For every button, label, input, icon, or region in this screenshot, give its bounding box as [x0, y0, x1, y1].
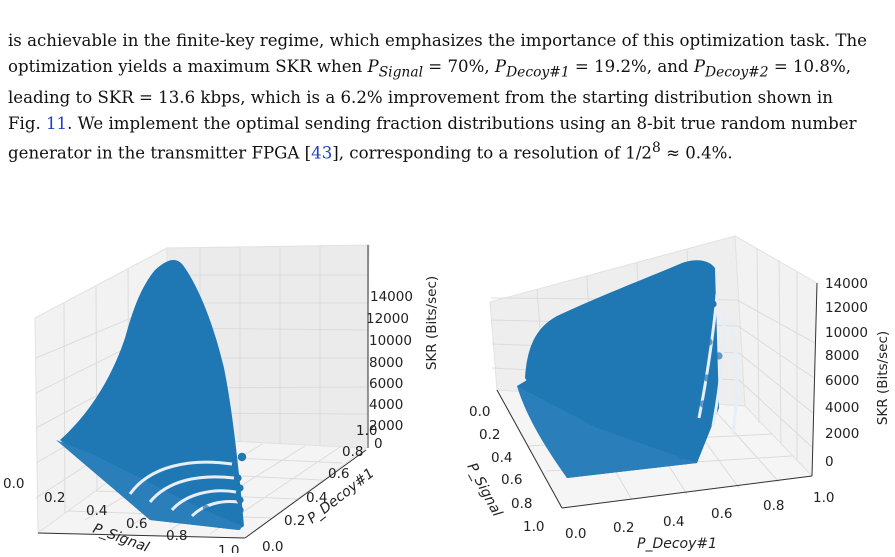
y-tick: 1.0 — [356, 423, 377, 439]
z-tick: 6000 — [825, 373, 859, 389]
text-run: = 70%, — [423, 56, 495, 76]
y-tick-labels-left: 0.0 0.2 0.4 0.6 0.8 1.0 — [262, 423, 377, 555]
x-tick: 0.0 — [3, 476, 24, 492]
z-axis-label: SKR (Bits/sec) — [875, 331, 891, 425]
y-tick: 0.8 — [763, 498, 784, 514]
z-tick: 6000 — [369, 376, 403, 392]
paragraph-line-3: leading to SKR = 13.6 kbps, which is a 6… — [8, 88, 833, 108]
x-tick: 0.8 — [511, 496, 532, 512]
z-tick: 4000 — [369, 397, 403, 413]
text-run: optimization yields a maximum SKR when — [8, 56, 368, 76]
z-tick: 2000 — [825, 426, 859, 442]
scatter3d-right-svg: 0 2000 4000 6000 8000 10000 12000 14000 … — [463, 235, 891, 552]
z-axis-line — [811, 282, 818, 477]
paragraph-line-1: is achievable in the finite-key regime, … — [8, 31, 867, 50]
scatter-points-left — [202, 452, 247, 514]
text-run: ≈ 0.4%. — [660, 143, 733, 163]
scatter-points-right — [677, 284, 723, 460]
z-tick: 8000 — [825, 348, 859, 364]
scatter-bands-left — [128, 460, 239, 518]
z-tick: 0 — [374, 436, 383, 452]
figure-link[interactable]: 11 — [46, 113, 68, 133]
x-tick: 0.4 — [491, 450, 512, 466]
y-tick: 0.4 — [306, 490, 327, 506]
paragraph-line-4: Fig. 11. We implement the optimal sendin… — [8, 111, 888, 137]
y-tick: 0.2 — [613, 520, 634, 536]
z-axis-label: SKR (Bits/sec) — [424, 276, 440, 370]
y-tick: 0.8 — [342, 444, 363, 460]
z-tick: 10000 — [825, 325, 868, 341]
math-sub: Signal — [378, 63, 424, 80]
y-tick: 0.2 — [284, 513, 305, 529]
text-run: ], corresponding to a resolution of 1/2 — [332, 143, 652, 163]
x-axis-label: P_Signal — [463, 460, 505, 519]
text-run: = 10.8%, — [768, 56, 851, 76]
z-tick: 14000 — [370, 289, 413, 305]
y-tick: 0.6 — [328, 466, 349, 482]
y-tick: 0.4 — [663, 514, 684, 530]
scatter3d-right: 0 2000 4000 6000 8000 10000 12000 14000 … — [447, 208, 895, 553]
y-axis-label: P_Decoy#1 — [637, 536, 717, 552]
text-run: generator in the transmitter FPGA [ — [8, 143, 312, 163]
y-tick-labels-right: 0.0 0.2 0.4 0.6 0.8 1.0 — [565, 490, 834, 542]
z-tick-labels-right: 0 2000 4000 6000 8000 10000 12000 14000 — [825, 276, 868, 470]
z-tick: 12000 — [366, 311, 409, 327]
z-tick: 12000 — [825, 300, 868, 316]
scatter3d-left: 0 2000 4000 6000 8000 10000 12000 14000 … — [0, 208, 452, 557]
math-sub: Decoy#1 — [506, 63, 570, 80]
text-run: = 19.2%, and — [569, 56, 694, 76]
z-tick: 14000 — [825, 276, 868, 292]
math-sup: 8 — [651, 140, 661, 157]
y-axis-line — [244, 449, 367, 539]
paragraph-line-2: optimization yields a maximum SKR when P… — [8, 54, 888, 86]
math-p: P — [693, 56, 705, 76]
x-tick: 1.0 — [218, 543, 239, 553]
y-tick: 0.6 — [711, 506, 732, 522]
z-tick: 2000 — [369, 418, 403, 434]
x-tick-labels-left: 0.0 0.2 0.4 0.6 0.8 1.0 — [3, 476, 239, 557]
y-tick: 0.0 — [262, 539, 283, 553]
text-run: . We implement the optimal sending fract… — [67, 113, 857, 133]
scatter-cloud-left — [56, 259, 247, 530]
x-tick: 0.6 — [501, 472, 522, 488]
citation-link[interactable]: 43 — [311, 143, 333, 163]
x-tick: 1.0 — [523, 519, 544, 535]
x-tick: 0.4 — [86, 503, 107, 519]
scatter3d-left-svg: 0 2000 4000 6000 8000 10000 12000 14000 … — [3, 244, 440, 557]
x-axis-line — [496, 389, 563, 509]
x-tick: 0.0 — [469, 404, 490, 420]
x-axis-line — [37, 532, 246, 539]
z-tick: 4000 — [825, 400, 859, 416]
math-p: P — [494, 56, 507, 76]
y-tick: 1.0 — [813, 490, 834, 506]
x-tick-labels-right: 0.0 0.2 0.4 0.6 0.8 1.0 — [469, 404, 544, 535]
scatter-cloud-right — [517, 260, 739, 478]
previous-caption-fragment — [0, 0, 895, 8]
x-tick: 0.2 — [479, 427, 500, 443]
math-p: P — [367, 56, 379, 76]
text-run: Fig. — [8, 113, 46, 133]
z-tick: 8000 — [369, 355, 403, 371]
z-tick-labels-left: 0 2000 4000 6000 8000 10000 12000 14000 — [366, 289, 413, 452]
y-axis-line — [561, 475, 813, 509]
paragraph-line-5: generator in the transmitter FPGA [43], … — [8, 136, 888, 166]
x-tick: 0.2 — [44, 490, 65, 506]
z-tick: 0 — [825, 454, 834, 470]
z-tick: 10000 — [369, 333, 412, 349]
body-paragraph: is achievable in the finite-key regime, … — [8, 28, 888, 166]
y-tick: 0.0 — [565, 526, 586, 542]
math-sub: Decoy#2 — [705, 63, 769, 80]
x-tick: 0.8 — [166, 528, 187, 544]
x-tick: 0.6 — [126, 516, 147, 532]
